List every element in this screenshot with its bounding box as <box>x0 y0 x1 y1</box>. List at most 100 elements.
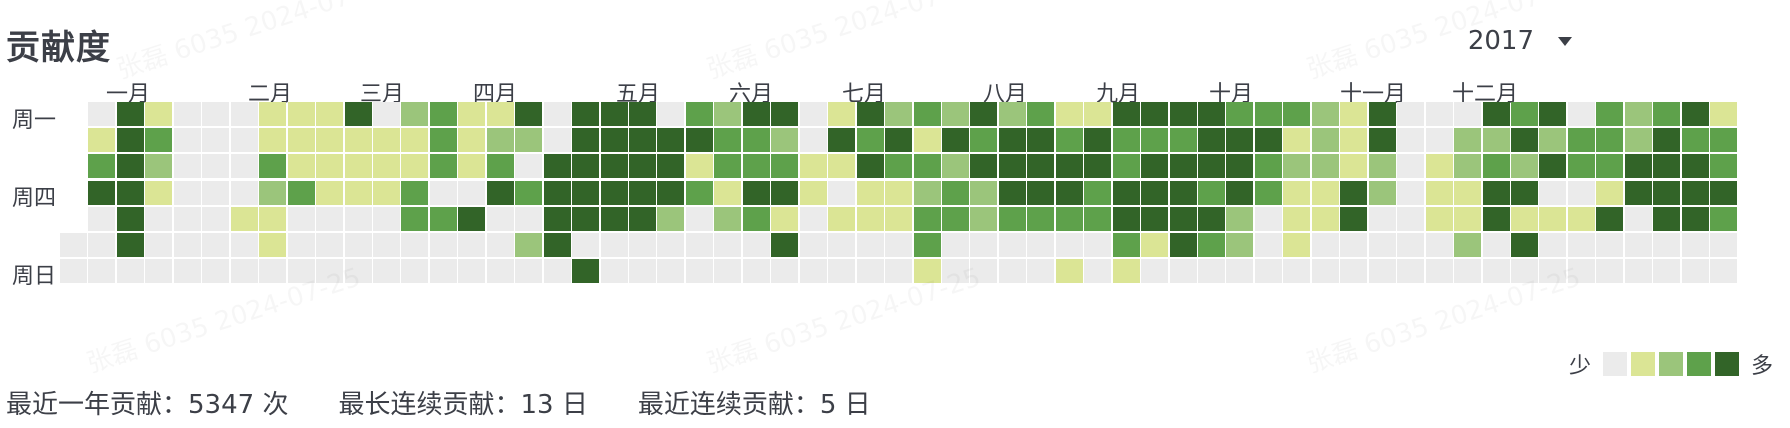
contribution-cell <box>1397 102 1424 126</box>
contribution-cell <box>174 181 201 205</box>
contribution-cell <box>60 233 87 257</box>
contribution-cell <box>1283 128 1310 152</box>
contribution-cell <box>942 233 969 257</box>
contribution-cell <box>601 181 628 205</box>
legend-swatch-1 <box>1631 352 1656 376</box>
contribution-cell <box>231 259 258 283</box>
contribution-cell <box>1255 154 1282 178</box>
contribution-cell <box>1625 233 1652 257</box>
contribution-cell <box>1682 154 1709 178</box>
contribution-cell <box>1596 154 1623 178</box>
watermark: 张磊 6035 2024-07-25 <box>111 0 394 86</box>
contribution-cell <box>1454 181 1481 205</box>
contribution-cell <box>1312 128 1339 152</box>
contribution-cell <box>316 154 343 178</box>
contribution-cell <box>1397 259 1424 283</box>
contribution-cell <box>515 259 542 283</box>
stat-year-value: 5347 次 <box>188 390 289 420</box>
contribution-cell <box>1653 181 1680 205</box>
contribution-cell <box>1198 154 1225 178</box>
contribution-cell <box>800 102 827 126</box>
contribution-cell <box>1226 128 1253 152</box>
contribution-cell <box>1483 259 1510 283</box>
contribution-cell <box>373 181 400 205</box>
contribution-cell <box>1283 233 1310 257</box>
contribution-cell <box>1539 259 1566 283</box>
contribution-cell <box>572 233 599 257</box>
contribution-cell <box>771 128 798 152</box>
contribution-cell <box>1369 233 1396 257</box>
contribution-cell <box>88 154 115 178</box>
contribution-cell <box>1454 128 1481 152</box>
contribution-cell <box>487 207 514 231</box>
contribution-cell <box>629 207 656 231</box>
contribution-cell <box>1113 233 1140 257</box>
contribution-cell <box>544 259 571 283</box>
contribution-cell <box>231 154 258 178</box>
contribution-cell <box>629 181 656 205</box>
contribution-cell <box>1113 128 1140 152</box>
contribution-cell <box>430 102 457 126</box>
contribution-cell <box>942 154 969 178</box>
contribution-cell <box>657 154 684 178</box>
contribution-cell <box>88 181 115 205</box>
contribution-cell <box>1198 207 1225 231</box>
contribution-cell <box>999 128 1026 152</box>
contribution-cell <box>373 128 400 152</box>
contribution-cell <box>1596 181 1623 205</box>
contribution-cell <box>572 207 599 231</box>
contribution-cell <box>1056 259 1083 283</box>
contribution-cell <box>771 102 798 126</box>
contribution-cell <box>1369 259 1396 283</box>
contribution-cell <box>1511 233 1538 257</box>
contribution-cell <box>1283 207 1310 231</box>
contribution-cell <box>800 207 827 231</box>
contribution-cell <box>231 233 258 257</box>
contribution-cell <box>544 207 571 231</box>
contribution-cell <box>1027 233 1054 257</box>
contribution-cell <box>117 233 144 257</box>
contribution-cell <box>1454 102 1481 126</box>
contribution-cell <box>345 233 372 257</box>
page-title: 贡献度 <box>6 28 111 68</box>
contribution-cell <box>743 259 770 283</box>
contribution-cell <box>1710 259 1737 283</box>
contribution-cell <box>288 233 315 257</box>
contribution-cell <box>458 128 485 152</box>
contribution-cell <box>1027 102 1054 126</box>
contribution-cell <box>316 181 343 205</box>
contribution-cell <box>970 233 997 257</box>
contribution-cell <box>487 259 514 283</box>
contribution-cell <box>657 128 684 152</box>
contribution-cell <box>800 259 827 283</box>
contribution-cell <box>942 102 969 126</box>
contribution-cell <box>487 128 514 152</box>
year-select[interactable]: 2017 <box>1468 26 1572 56</box>
contribution-cell <box>1426 102 1453 126</box>
contribution-cell <box>1653 233 1680 257</box>
contribution-cell <box>885 154 912 178</box>
contribution-cell <box>970 181 997 205</box>
contribution-cell <box>1170 102 1197 126</box>
contribution-cell <box>1539 128 1566 152</box>
contribution-cell <box>1226 207 1253 231</box>
contribution-cell <box>1596 128 1623 152</box>
contribution-cell <box>1426 128 1453 152</box>
contribution-cell <box>1682 207 1709 231</box>
contribution-cell <box>259 233 286 257</box>
contribution-cell <box>714 233 741 257</box>
contribution-cell <box>572 154 599 178</box>
contribution-cell <box>1625 207 1652 231</box>
contribution-cell <box>117 102 144 126</box>
contribution-cell <box>914 102 941 126</box>
contribution-cell <box>345 102 372 126</box>
contribution-cell <box>828 207 855 231</box>
contribution-cell <box>1255 259 1282 283</box>
contribution-cell <box>686 102 713 126</box>
contribution-cell <box>1653 154 1680 178</box>
contribution-cell <box>1141 181 1168 205</box>
contribution-cell <box>714 259 741 283</box>
contribution-cell <box>1568 102 1595 126</box>
contribution-cell <box>401 207 428 231</box>
contribution-cell <box>1056 102 1083 126</box>
